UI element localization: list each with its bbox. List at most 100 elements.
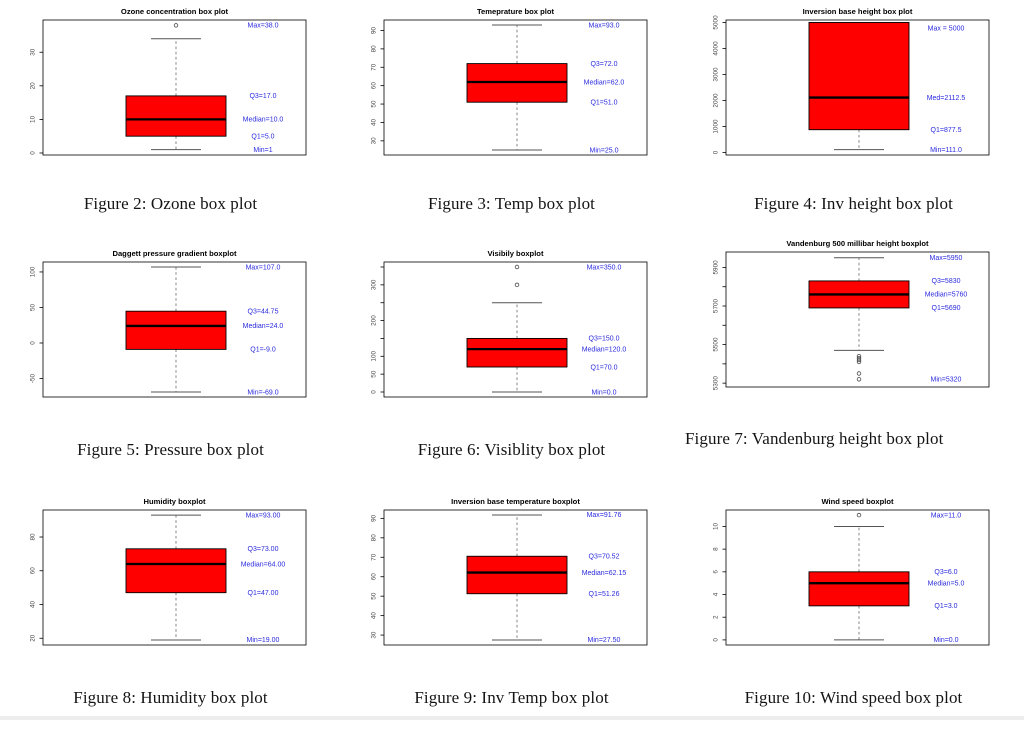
stat-annotation: Min=0.0 bbox=[591, 389, 616, 396]
stat-annotation: Q1=51.26 bbox=[589, 591, 620, 598]
stat-annotation: Q3=6.0 bbox=[934, 569, 957, 576]
iqr-box bbox=[808, 571, 910, 607]
y-axis-tick-label: 90 bbox=[371, 26, 378, 34]
y-axis-tick-label: 30 bbox=[371, 631, 378, 639]
y-axis-tick-label: 5700 bbox=[713, 298, 720, 313]
wind-speed-boxplot-chart: Wind speed boxplot 0 2 4 6 8 10 Max=11.0 Q3=6.0 M… bbox=[713, 497, 990, 646]
y-axis-tick-label: 6 bbox=[713, 570, 720, 574]
stat-annotation: Median=120.0 bbox=[582, 346, 627, 353]
figure-panel-humidity: Humidity boxplot 20 40 60 80 Max=93.00 Q3=73.0… bbox=[0, 490, 341, 730]
stat-annotation: Min=25.0 bbox=[590, 147, 619, 154]
stat-annotation: Median=62.0 bbox=[584, 79, 625, 86]
y-axis-tick-label: 100 bbox=[30, 266, 37, 277]
y-axis-tick-label: 5300 bbox=[713, 376, 720, 391]
y-axis-tick-label: 0 bbox=[30, 151, 37, 155]
plot-title: Temeprature box plot bbox=[477, 7, 555, 16]
outlier-point bbox=[856, 359, 862, 365]
plot-panel-border bbox=[725, 251, 990, 388]
outlier-point bbox=[856, 371, 862, 376]
figure-panel-inversion-height: Inversion base height box plot 0 1000 2000 3… bbox=[683, 0, 1024, 240]
y-axis-tick-label: 70 bbox=[371, 553, 378, 561]
stat-annotation: Q1=5.0 bbox=[251, 133, 274, 140]
plot-title: Inversion base height box plot bbox=[803, 7, 913, 16]
stat-annotation: Med=2112.5 bbox=[927, 95, 966, 102]
outlier-point bbox=[514, 282, 520, 288]
stat-annotation: Min=5320 bbox=[931, 377, 962, 384]
stat-annotation: Q3=17.0 bbox=[249, 93, 276, 100]
plot-title: Inversion base temperature boxplot bbox=[451, 497, 580, 506]
stat-annotation: Max=107.0 bbox=[246, 264, 281, 271]
inversion-temp-boxplot-chart: Inversion base temperature boxplot 30 40 50… bbox=[371, 497, 648, 646]
stat-annotation: Q1=877.5 bbox=[931, 127, 962, 134]
stat-annotation: Q3=5830 bbox=[932, 278, 961, 285]
y-axis-tick-label: 50 bbox=[371, 100, 378, 108]
stat-annotation: Q3=73.00 bbox=[248, 546, 279, 553]
y-axis-tick-label: 50 bbox=[371, 592, 378, 600]
iqr-box bbox=[466, 555, 568, 595]
stat-annotation: Max = 5000 bbox=[928, 25, 965, 32]
plot-title: Wind speed boxplot bbox=[821, 497, 894, 506]
outlier-point bbox=[514, 264, 520, 270]
y-axis-tick-label: 10 bbox=[30, 115, 37, 123]
figure-panel-pressure: Daggett pressure gradient boxplot -50 0 50 1… bbox=[0, 242, 341, 482]
y-axis-tick-label: 50 bbox=[371, 370, 378, 378]
y-axis-tick-label: 80 bbox=[30, 533, 37, 541]
y-axis-tick-label: 80 bbox=[371, 45, 378, 53]
y-axis-tick-label: 80 bbox=[371, 534, 378, 542]
figure-panel-vandenburg: Vandenburg 500 millibar height boxplot 53… bbox=[683, 232, 1024, 472]
page-bottom-strip bbox=[0, 716, 1024, 720]
stat-annotation: Q3=150.0 bbox=[589, 336, 620, 343]
y-axis-tick-label: 5900 bbox=[713, 260, 720, 275]
stat-annotation: Median=5760 bbox=[925, 292, 968, 299]
outlier-point bbox=[856, 377, 862, 382]
figure-caption: Figure 4: Inv height box plot bbox=[754, 194, 953, 213]
stat-annotation: Max=11.0 bbox=[931, 512, 962, 519]
stat-annotation: Q1=47.00 bbox=[248, 590, 279, 597]
iqr-box bbox=[125, 95, 227, 137]
y-axis-tick-label: 60 bbox=[30, 567, 37, 575]
y-axis-tick-label: 1000 bbox=[713, 119, 720, 134]
stat-annotation: Q1=51.0 bbox=[590, 100, 617, 107]
plot-title: Visibily boxplot bbox=[488, 249, 544, 258]
plot-title: Ozone concentration box plot bbox=[121, 7, 229, 16]
y-axis-tick-label: 4 bbox=[713, 592, 720, 596]
figure-panel-temperature: Temeprature box plot 30 40 50 60 70 80 90 Max=93… bbox=[341, 0, 682, 240]
y-axis-tick-label: -50 bbox=[30, 373, 37, 383]
stat-annotation: Median=64.00 bbox=[241, 561, 286, 568]
y-axis-tick-label: 3000 bbox=[713, 67, 720, 82]
y-axis-tick-label: 60 bbox=[371, 573, 378, 581]
stat-annotation: Max=5950 bbox=[930, 255, 963, 262]
figure-caption: Figure 7: Vandenburg height box plot bbox=[685, 429, 944, 448]
y-axis-tick-label: 2000 bbox=[713, 93, 720, 108]
y-axis-tick-label: 30 bbox=[371, 137, 378, 145]
y-axis-tick-label: 5000 bbox=[713, 15, 720, 30]
y-axis-tick-label: 2 bbox=[713, 615, 720, 619]
figure-panel-visibility: Visibily boxplot 0 50 100 200 300 Max=350.0 Q3=… bbox=[341, 242, 682, 482]
y-axis-tick-label: 8 bbox=[713, 547, 720, 551]
stat-annotation: Q1=5690 bbox=[932, 305, 961, 312]
stat-annotation: Median=10.0 bbox=[243, 117, 284, 124]
y-axis-tick-label: 20 bbox=[30, 634, 37, 642]
figure-caption: Figure 8: Humidity box plot bbox=[73, 688, 268, 707]
y-axis-tick-label: 60 bbox=[371, 82, 378, 90]
y-axis-tick-label: 200 bbox=[371, 315, 378, 326]
y-axis-tick-label: 0 bbox=[713, 638, 720, 642]
figure-caption: Figure 9: Inv Temp box plot bbox=[414, 688, 609, 707]
y-axis-tick-label: 0 bbox=[371, 390, 378, 394]
vandenburg-height-boxplot-chart: Vandenburg 500 millibar height boxplot 53… bbox=[713, 239, 990, 391]
stat-annotation: Max=38.0 bbox=[248, 23, 279, 30]
y-axis-tick-label: 40 bbox=[371, 118, 378, 126]
stat-annotation: Q1=70.0 bbox=[590, 364, 617, 371]
iqr-box bbox=[125, 548, 227, 594]
stat-annotation: Q3=72.0 bbox=[590, 61, 617, 68]
stat-annotation: Min=19.00 bbox=[247, 637, 280, 644]
stat-annotation: Q3=70.52 bbox=[589, 554, 620, 561]
figure-caption: Figure 3: Temp box plot bbox=[427, 194, 595, 213]
iqr-box bbox=[125, 310, 227, 350]
plot-title: Daggett pressure gradient boxplot bbox=[112, 249, 237, 258]
figure-panel-ozone: Ozone concentration box plot 0 10 20 30 Max=3… bbox=[0, 0, 341, 240]
stat-annotation: Max=93.00 bbox=[246, 512, 281, 519]
y-axis-tick-label: 4000 bbox=[713, 41, 720, 56]
visibility-boxplot-chart: Visibily boxplot 0 50 100 200 300 Max=350.0 Q3=… bbox=[371, 249, 648, 398]
